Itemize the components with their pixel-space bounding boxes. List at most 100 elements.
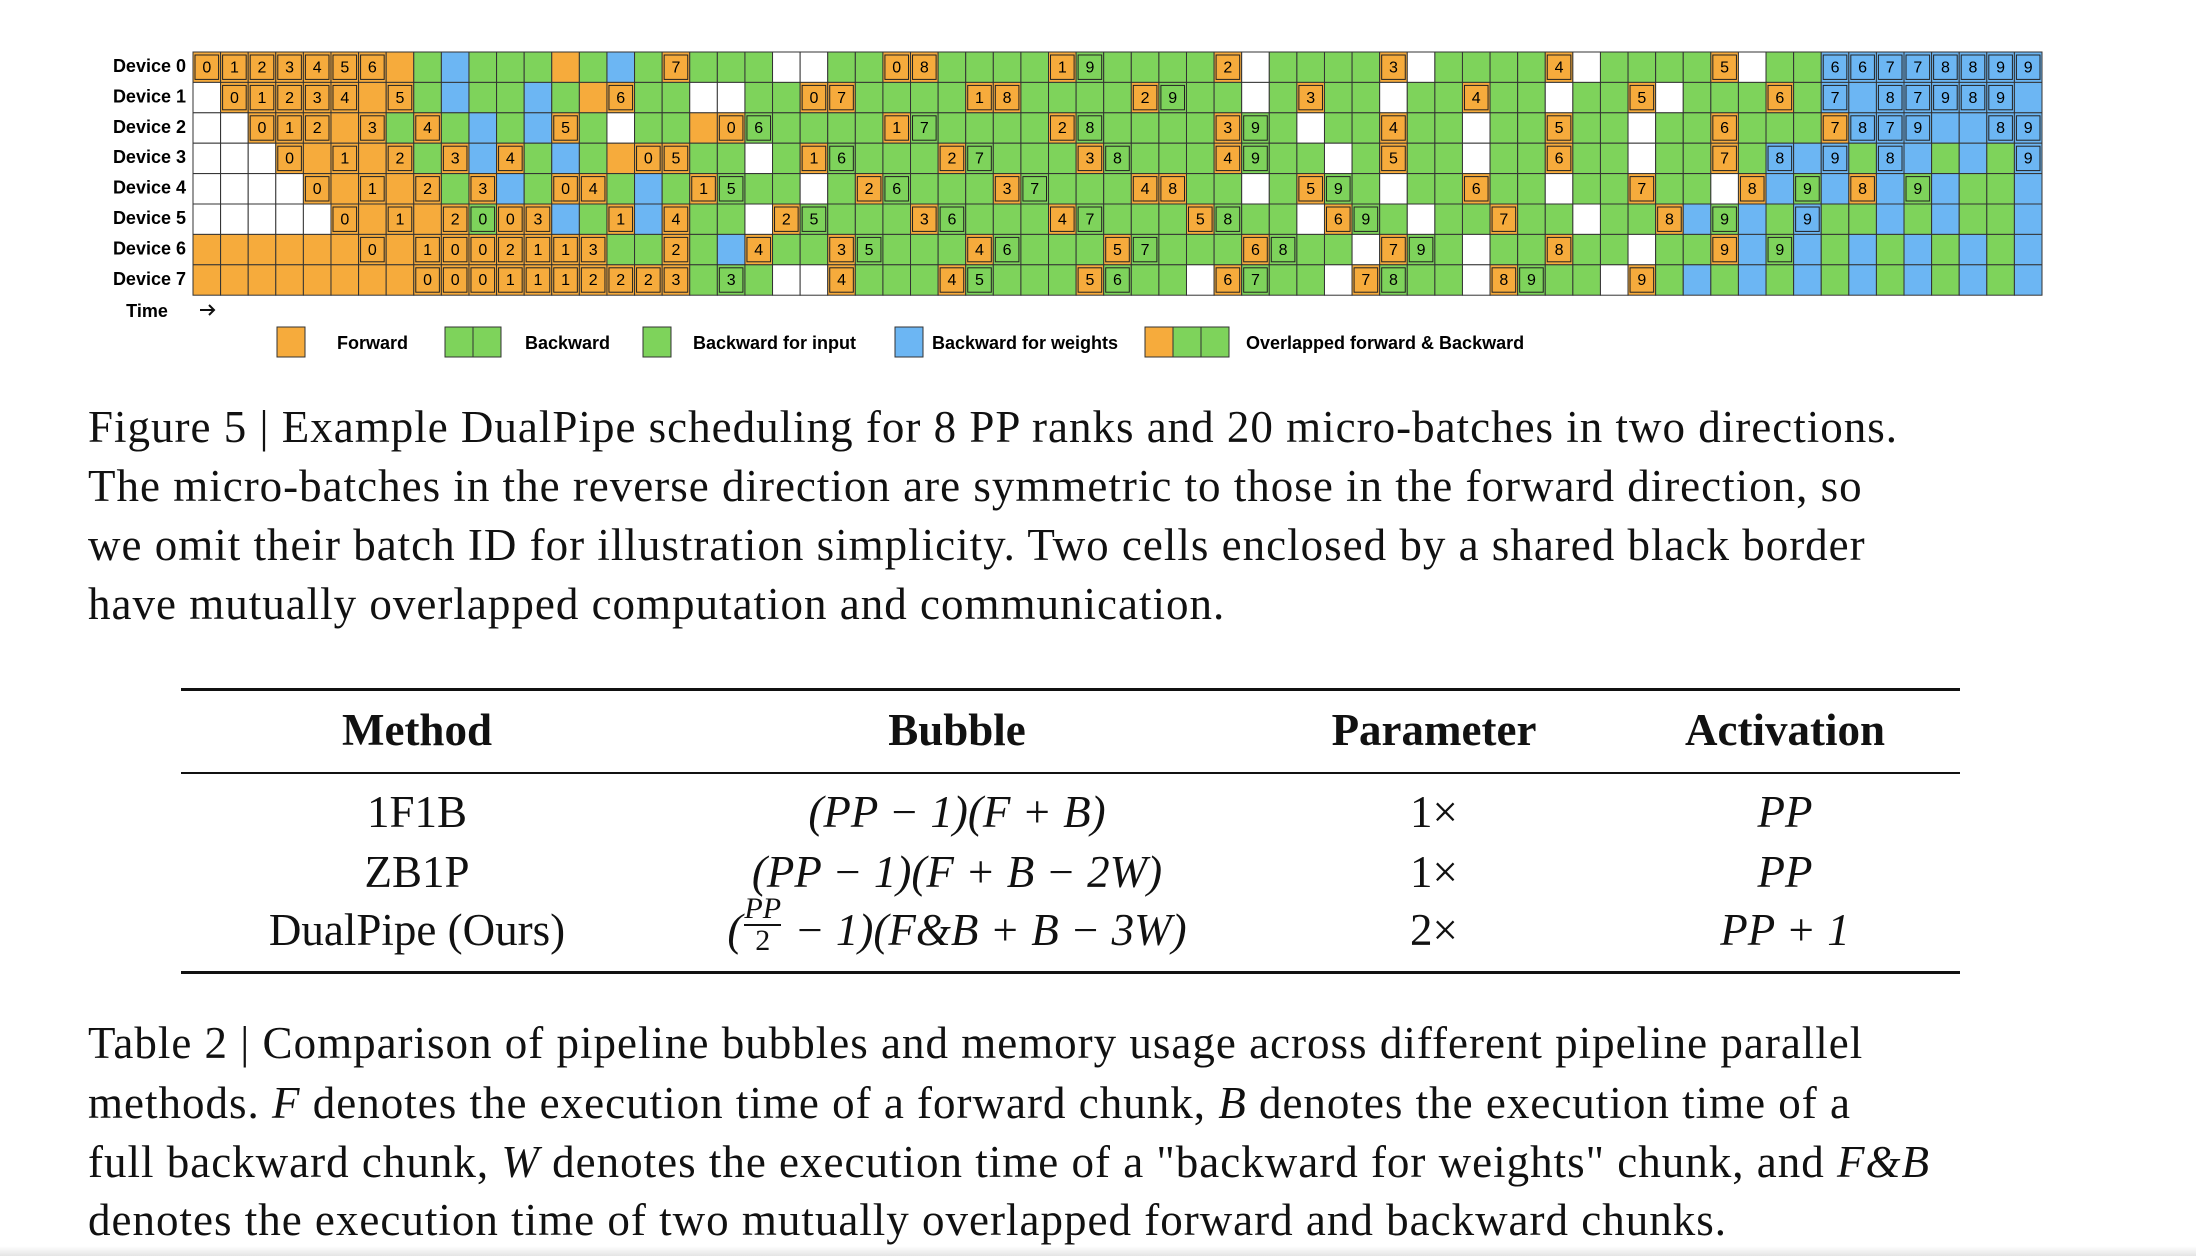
schedule-cell	[1599, 142, 1629, 175]
schedule-cell	[1268, 233, 1298, 266]
schedule-cell	[1268, 142, 1298, 175]
cell-label: 9	[1996, 90, 2005, 107]
schedule-cell	[744, 203, 774, 235]
schedule-cell	[661, 51, 691, 83]
cell-label: 3	[313, 90, 322, 107]
schedule-cell	[1655, 264, 1684, 296]
cell-label: 6	[1003, 242, 1012, 259]
schedule-cell	[413, 264, 442, 296]
cell-label: 5	[1306, 181, 1315, 198]
cell-label-box	[1215, 54, 1241, 80]
schedule-cell	[1793, 264, 1822, 296]
schedule-cell	[1158, 112, 1187, 144]
caption-text: denotes the execution time of two mutual…	[88, 1195, 1728, 1245]
schedule-cell	[1103, 203, 1132, 235]
schedule-cell	[1213, 81, 1243, 114]
schedule-cell	[1241, 51, 1270, 83]
cell-label-box	[304, 176, 330, 202]
cell-label-box	[856, 236, 882, 263]
cell-label-box	[277, 54, 302, 80]
schedule-cell	[1544, 203, 1574, 235]
schedule-cell	[1351, 173, 1381, 205]
cell-label: 9	[2024, 151, 2033, 168]
schedule-cell	[1185, 264, 1215, 296]
schedule-cell	[1323, 264, 1353, 296]
schedule-cell	[634, 142, 663, 175]
schedule-cell	[385, 264, 415, 296]
cell-label-box	[553, 267, 578, 293]
cell-label-box	[525, 236, 551, 263]
cell-label-box	[939, 206, 965, 232]
schedule-cell	[965, 51, 994, 83]
schedule-cell	[1765, 264, 1795, 296]
caption-math: F&B	[1836, 1137, 1930, 1187]
cell-label: 7	[1141, 242, 1150, 259]
cell-label-box	[1822, 84, 1848, 111]
schedule-cell	[716, 142, 746, 175]
cell-label: 1	[561, 272, 570, 289]
schedule-cell	[1185, 81, 1215, 114]
schedule-cell	[1213, 233, 1243, 266]
schedule-cell	[192, 233, 222, 266]
cell-label-box	[1105, 145, 1130, 172]
formula-part: (	[727, 905, 743, 955]
schedule-cell	[496, 173, 525, 205]
schedule-cell	[1737, 81, 1767, 114]
schedule-cell	[1848, 142, 1877, 175]
cell-label: 1	[975, 90, 984, 107]
schedule-cell	[1461, 112, 1491, 144]
cell-label-box	[387, 145, 413, 172]
cell-label-box	[994, 236, 1020, 263]
schedule-cell	[220, 81, 249, 114]
schedule-cell	[220, 142, 249, 175]
cell-label: 0	[368, 242, 377, 259]
schedule-cell	[523, 264, 553, 296]
schedule-cell	[634, 81, 663, 114]
schedule-cell	[1655, 81, 1684, 114]
schedule-cell	[275, 173, 304, 205]
schedule-cell	[1075, 112, 1105, 144]
cell-label: 1	[368, 181, 377, 198]
schedule-cell	[1048, 142, 1077, 175]
table-cell: (PP − 1)(F + B − 2W)	[751, 847, 1163, 897]
cell-label-box	[277, 84, 302, 111]
schedule-cell	[1517, 51, 1546, 83]
caption-line: full backward chunk, W denotes the execu…	[88, 1140, 1930, 1185]
cell-label-box	[553, 176, 578, 202]
schedule-cell	[910, 142, 939, 175]
table-cell: 1×	[1410, 847, 1458, 897]
cell-label: 7	[1913, 59, 1922, 76]
caption-text: denotes the execution time of a "backwar…	[539, 1137, 1837, 1187]
schedule-cell	[992, 142, 1022, 175]
schedule-cell	[1048, 264, 1077, 296]
schedule-cell	[772, 112, 801, 144]
schedule-cell	[551, 112, 580, 144]
schedule-cell	[689, 264, 718, 296]
schedule-cell	[634, 203, 663, 235]
schedule-cell	[1682, 264, 1712, 296]
device-label: Device 0	[113, 56, 186, 76]
cell-label-box	[1215, 206, 1241, 232]
schedule-cell	[1020, 142, 1050, 175]
cell-label: 4	[1058, 211, 1067, 228]
schedule-cell	[1517, 203, 1546, 235]
table-header: Parameter	[1331, 705, 1537, 755]
cell-label: 2	[258, 59, 267, 76]
cell-label-box	[746, 236, 772, 263]
cell-label: 1	[285, 120, 294, 137]
schedule-cell	[799, 142, 829, 175]
schedule-cell	[247, 264, 277, 296]
cell-label: 7	[1030, 181, 1039, 198]
cell-label: 8	[1168, 181, 1177, 198]
schedule-cell	[661, 173, 691, 205]
cell-label-box	[1160, 84, 1185, 111]
schedule-cell	[578, 203, 608, 235]
schedule-cell	[1655, 233, 1684, 266]
cell-label: 2	[396, 151, 405, 168]
schedule-cell	[1020, 264, 1050, 296]
schedule-cell	[1793, 112, 1822, 144]
cell-label-box	[663, 54, 689, 80]
cell-label: 8	[1223, 211, 1232, 228]
schedule-cell	[358, 81, 387, 114]
cell-label-box	[994, 84, 1020, 111]
